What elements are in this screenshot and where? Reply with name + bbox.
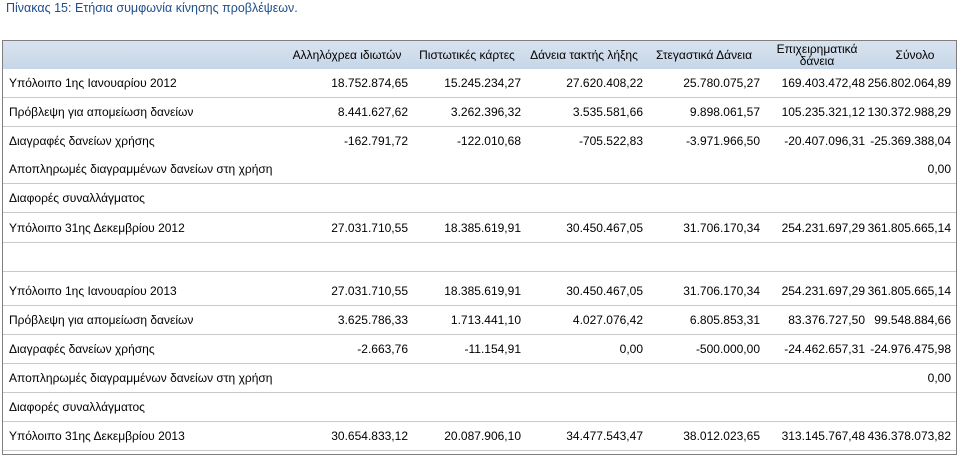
col-header: Δάνεια τακτής λήξης xyxy=(530,48,638,62)
value-cell xyxy=(391,184,521,213)
value-cell: 25.780.075,27 xyxy=(683,76,760,90)
value-cell: 38.012.023,65 xyxy=(683,429,760,443)
value-cell: -20.407.096,31 xyxy=(784,134,865,148)
value-cell xyxy=(391,364,521,393)
value-cell: 254.231.697,29 xyxy=(781,284,865,298)
value-cell: -24.976.475,98 xyxy=(870,342,951,356)
value-cell xyxy=(821,393,951,422)
row-label: Πρόβλεψη για απομείωση δανείων xyxy=(9,313,194,327)
table-row: Υπόλοιπο 31ης Δεκεμβρίου 2013 30.654.833,… xyxy=(3,422,956,451)
value-cell xyxy=(391,155,521,184)
table-row: Υπόλοιπο 1ης Ιανουαρίου 2013 27.031.710,5… xyxy=(3,277,956,306)
col-header: Στεγαστικά Δάνεια xyxy=(655,48,753,62)
value-cell: 3.625.786,33 xyxy=(337,313,408,327)
col-header: Επιχειρηματικά δάνεια xyxy=(776,42,858,68)
value-cell: 361.805.665,14 xyxy=(867,284,951,298)
value-cell: 3.535.581,66 xyxy=(572,105,643,119)
row-label: Διαφορές συναλλάγματος xyxy=(9,400,145,414)
row-label: Υπόλοιπο 1ης Ιανουαρίου 2013 xyxy=(9,284,177,298)
value-cell: 254.231.697,29 xyxy=(781,221,865,235)
value-cell xyxy=(278,155,408,184)
value-cell: 31.706.170,34 xyxy=(683,221,760,235)
value-cell: 83.376.727,50 xyxy=(788,313,865,327)
value-cell: 0,00 xyxy=(927,371,951,385)
table-row: Πρόβλεψη για απομείωση δανείων 3.625.786,… xyxy=(3,306,956,335)
value-cell: 30.654.833,12 xyxy=(331,429,408,443)
value-cell: 361.805.665,14 xyxy=(867,221,951,235)
provisions-table: Αλληλόχρεα ιδιωτών Πιστωτικές κάρτες Δάν… xyxy=(2,40,957,455)
row-label: Διαγραφές δανείων χρήσης xyxy=(9,342,155,356)
value-cell xyxy=(278,184,408,213)
row-label: Υπόλοιπο 31ης Δεκεμβρίου 2013 xyxy=(9,429,185,443)
col-header: Αλληλόχρεα ιδιωτών xyxy=(292,48,402,62)
value-cell: -24.462.657,31 xyxy=(784,342,865,356)
value-cell: 30.450.467,05 xyxy=(566,284,643,298)
col-header: Πιστωτικές κάρτες xyxy=(419,48,515,62)
value-cell xyxy=(278,393,408,422)
value-cell xyxy=(821,184,951,213)
value-cell: 18.385.619,91 xyxy=(444,284,521,298)
value-cell: 169.403.472,48 xyxy=(781,76,865,90)
row-label: Αποπληρωμές διαγραμμένων δανείων στη χρή… xyxy=(9,162,273,176)
table-row: Διαγραφές δανείων χρήσης -2.663,76 -11.154… xyxy=(3,335,956,364)
table-row: Υπόλοιπο 31ης Δεκεμβρίου 2012 27.031.710,… xyxy=(3,214,956,243)
value-cell: 6.805.853,31 xyxy=(689,313,760,327)
table-header: Αλληλόχρεα ιδιωτών Πιστωτικές κάρτες Δάν… xyxy=(3,41,956,70)
value-cell: 436.378.073,82 xyxy=(867,429,951,443)
value-cell xyxy=(513,364,643,393)
row-label: Υπόλοιπο 1ης Ιανουαρίου 2012 xyxy=(9,76,177,90)
value-cell: 105.235.321,12 xyxy=(781,105,865,119)
table-caption: Πίνακας 15: Ετήσια συμφωνία κίνησης προβ… xyxy=(6,1,298,15)
row-label: Διαγραφές δανείων χρήσης xyxy=(9,134,155,148)
value-cell: 9.898.061,57 xyxy=(689,105,760,119)
value-cell: 34.477.543,47 xyxy=(566,429,643,443)
value-cell xyxy=(278,364,408,393)
value-cell: 130.372.988,29 xyxy=(867,105,951,119)
table-row: Διαγραφές δανείων χρήσης -162.791,72 -122.… xyxy=(3,127,956,156)
value-cell: 27.031.710,55 xyxy=(331,284,408,298)
value-cell: 27.031.710,55 xyxy=(331,221,408,235)
value-cell: 31.706.170,34 xyxy=(683,284,760,298)
value-cell: -11.154,91 xyxy=(464,342,522,356)
value-cell: 99.548.884,66 xyxy=(874,313,951,327)
value-cell: -162.791,72 xyxy=(343,134,408,148)
table-row: Αποπληρωμές διαγραμμένων δανείων στη χρή… xyxy=(3,155,956,184)
row-label: Διαφορές συναλλάγματος xyxy=(9,191,145,205)
value-cell xyxy=(391,393,521,422)
table-row: Διαφορές συναλλάγματος xyxy=(3,393,956,422)
value-cell: -2.663,76 xyxy=(357,342,408,356)
row-label: Αποπληρωμές διαγραμμένων δανείων στη χρή… xyxy=(9,371,273,385)
value-cell: -500.000,00 xyxy=(695,342,760,356)
table-row: Πρόβλεψη για απομείωση δανείων 8.441.627,… xyxy=(3,98,956,127)
value-cell: 20.087.906,10 xyxy=(444,429,521,443)
value-cell: 15.245.234,27 xyxy=(444,76,521,90)
value-cell: -122.010,68 xyxy=(456,134,521,148)
value-cell: 0,00 xyxy=(619,342,643,356)
spacer-row xyxy=(3,243,956,272)
value-cell: 27.620.408,22 xyxy=(566,76,643,90)
value-cell: 8.441.627,62 xyxy=(337,105,408,119)
row-label: Πρόβλεψη για απομείωση δανείων xyxy=(9,105,194,119)
value-cell xyxy=(513,155,643,184)
table-row: Διαφορές συναλλάγματος xyxy=(3,184,956,213)
value-cell xyxy=(513,393,643,422)
value-cell: 313.145.767,48 xyxy=(781,429,865,443)
value-cell: 256.802.064,89 xyxy=(867,76,951,90)
value-cell: 30.450.467,05 xyxy=(566,221,643,235)
value-cell: 18.385.619,91 xyxy=(444,221,521,235)
value-cell: 3.262.396,32 xyxy=(450,105,521,119)
table-row: Αποπληρωμές διαγραμμένων δανείων στη χρή… xyxy=(3,364,956,393)
value-cell: -25.369.388,04 xyxy=(870,134,951,148)
table-row: Υπόλοιπο 1ης Ιανουαρίου 2012 18.752.874,6… xyxy=(3,69,956,98)
value-cell xyxy=(513,184,643,213)
value-cell: 0,00 xyxy=(927,162,951,176)
value-cell: -3.971.966,50 xyxy=(685,134,760,148)
value-cell: 4.027.076,42 xyxy=(572,313,643,327)
value-cell: 1.713.441,10 xyxy=(450,313,521,327)
col-header: Σύνολο xyxy=(895,48,935,62)
value-cell: 18.752.874,65 xyxy=(331,76,408,90)
value-cell: -705.522,83 xyxy=(578,134,643,148)
row-label: Υπόλοιπο 31ης Δεκεμβρίου 2012 xyxy=(9,221,185,235)
